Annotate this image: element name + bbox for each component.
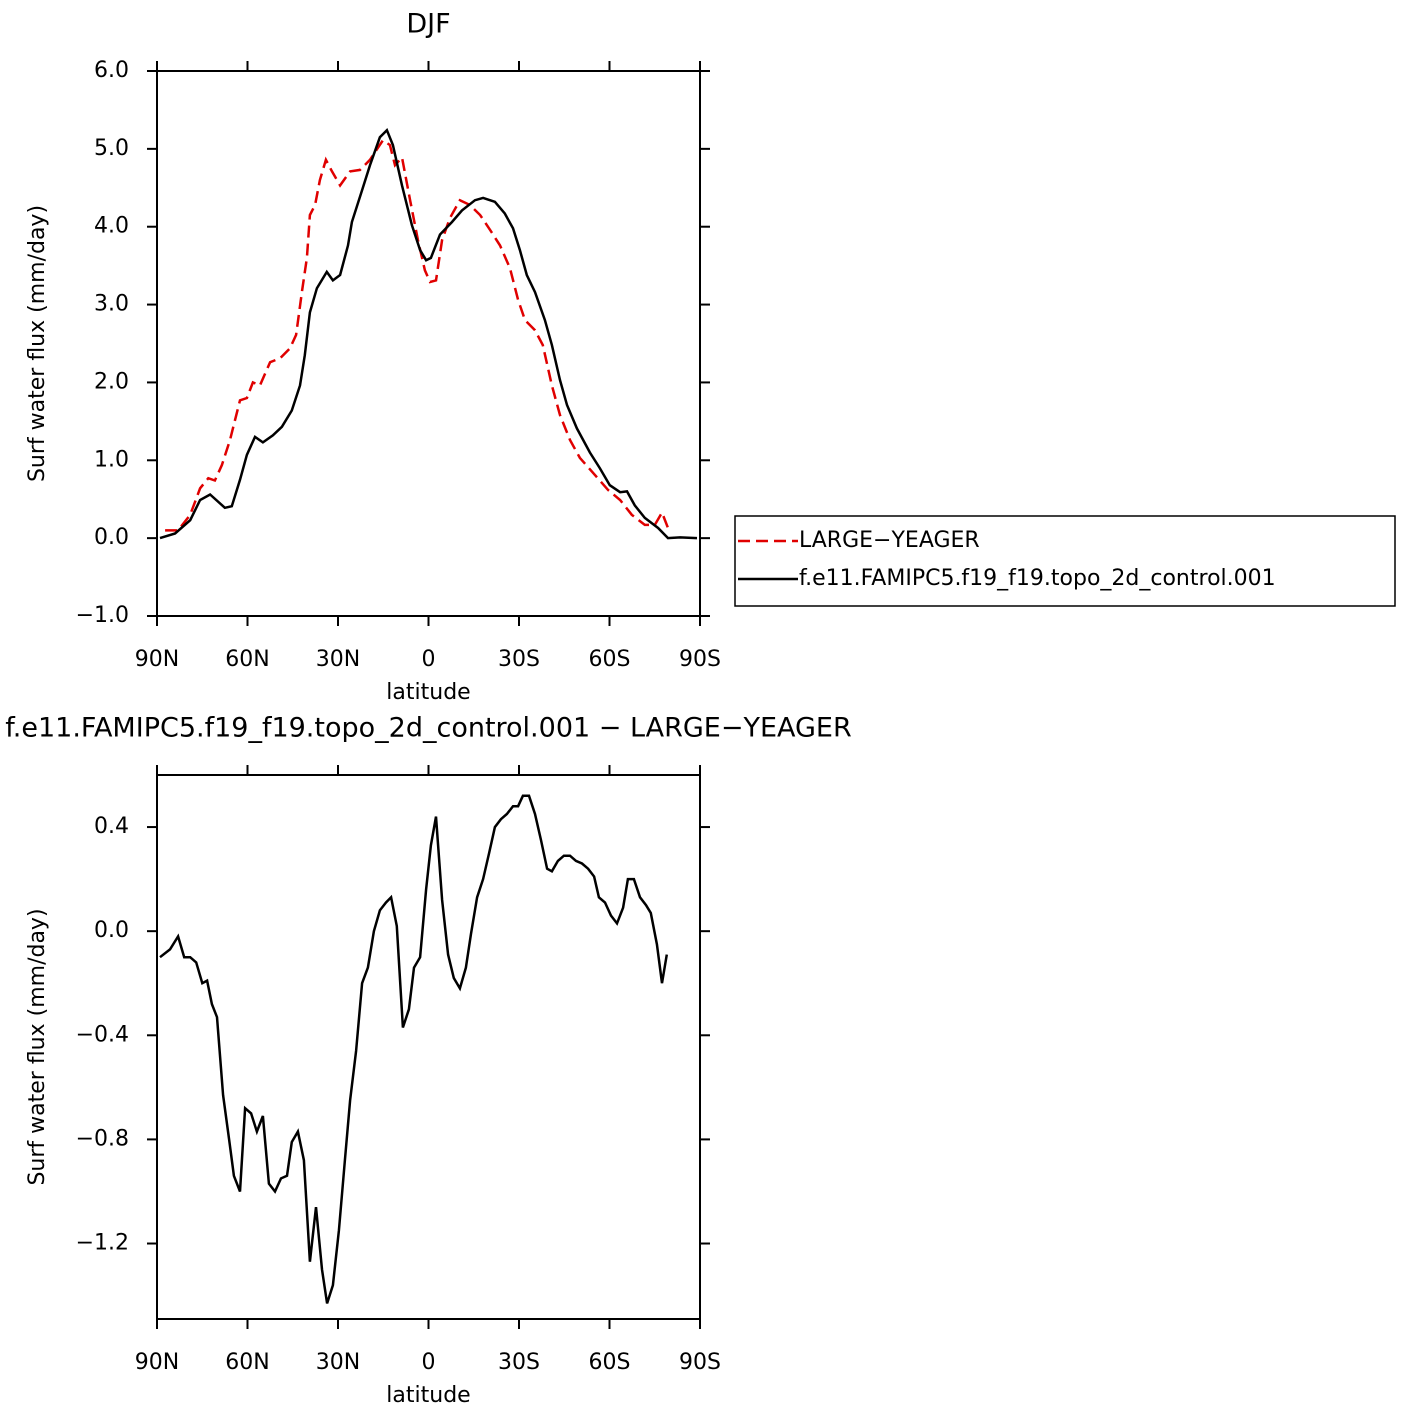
x-tick-label: 60S	[589, 647, 631, 672]
series-line	[159, 127, 698, 540]
chart-title: f.e11.FAMIPC5.f19_f19.topo_2d_control.00…	[5, 713, 852, 744]
y-tick-label: 4.0	[94, 214, 129, 239]
plot-frame	[156, 70, 701, 617]
x-tick-label: 90N	[135, 647, 179, 672]
x-tick-label: 90S	[679, 647, 721, 672]
series-line	[165, 138, 670, 532]
y-tick-label: −0.4	[76, 1022, 129, 1047]
y-tick-label: 3.0	[94, 292, 129, 317]
y-axis-label: Surf water flux (mm/day)	[25, 205, 50, 482]
y-tick-label: 6.0	[94, 58, 129, 83]
y-tick-label: 0.0	[94, 525, 129, 550]
y-axis-label: Surf water flux (mm/day)	[25, 908, 50, 1185]
x-tick-label: 90S	[679, 1350, 721, 1375]
y-tick-label: −1.2	[76, 1231, 129, 1256]
y-tick-label: 0.0	[94, 918, 129, 943]
legend-label: f.e11.FAMIPC5.f19_f19.topo_2d_control.00…	[799, 566, 1276, 591]
legend-label: LARGE−YEAGER	[799, 528, 980, 553]
legend-frame	[734, 515, 1396, 607]
series-line	[159, 794, 669, 1304]
x-tick-label: 60N	[225, 647, 269, 672]
chart-title: DJF	[406, 9, 450, 40]
x-tick-label: 30S	[498, 647, 540, 672]
x-tick-label: 90N	[135, 1350, 179, 1375]
x-axis-label: latitude	[386, 1383, 470, 1408]
x-tick-label: 60N	[225, 1350, 269, 1375]
x-tick-label: 0	[422, 647, 436, 672]
y-tick-label: 1.0	[94, 447, 129, 472]
x-tick-label: 60S	[589, 1350, 631, 1375]
x-tick-label: 30N	[316, 647, 360, 672]
x-tick-label: 0	[422, 1350, 436, 1375]
x-axis-label: latitude	[386, 680, 470, 705]
y-tick-label: −0.8	[76, 1126, 129, 1151]
y-tick-label: −1.0	[76, 603, 129, 628]
y-tick-label: 0.4	[94, 814, 129, 839]
y-tick-label: 2.0	[94, 369, 129, 394]
y-tick-label: 5.0	[94, 136, 129, 161]
x-tick-label: 30N	[316, 1350, 360, 1375]
x-tick-label: 30S	[498, 1350, 540, 1375]
